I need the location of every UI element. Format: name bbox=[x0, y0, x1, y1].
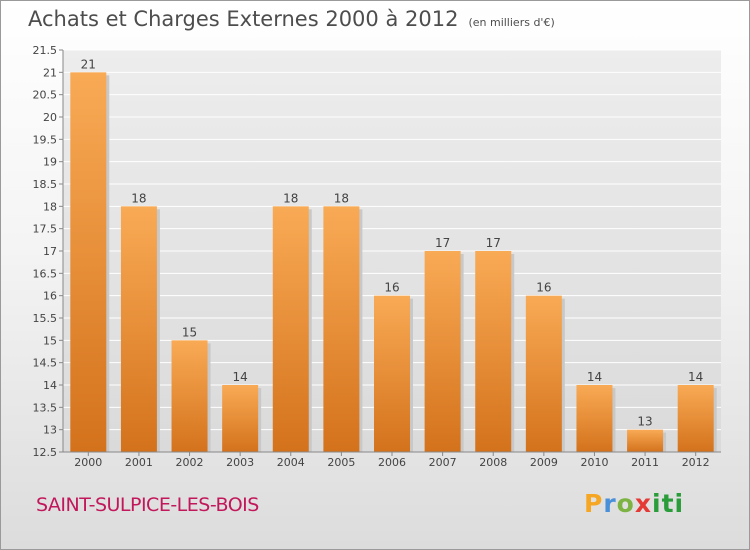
x-tick-label: 2002 bbox=[176, 456, 204, 469]
bar-2011 bbox=[627, 429, 664, 452]
data-label: 18 bbox=[283, 191, 298, 205]
bar-2006 bbox=[374, 295, 410, 452]
y-tick-label: 18 bbox=[43, 200, 57, 213]
bar-2010 bbox=[576, 385, 613, 452]
y-tick-label: 21 bbox=[43, 66, 57, 79]
data-label: 16 bbox=[536, 281, 551, 295]
x-tick-label: 2007 bbox=[429, 456, 457, 469]
data-label: 14 bbox=[233, 370, 248, 384]
bar-2009 bbox=[525, 295, 562, 452]
bar-2000 bbox=[70, 72, 107, 452]
data-label: 14 bbox=[688, 370, 703, 384]
y-tick-label: 18.5 bbox=[33, 178, 58, 191]
x-tick-label: 2005 bbox=[327, 456, 355, 469]
y-tick-label: 20.5 bbox=[33, 89, 58, 102]
x-tick-label: 2011 bbox=[631, 456, 659, 469]
x-tick-label: 2006 bbox=[378, 456, 406, 469]
y-tick-label: 16 bbox=[43, 290, 57, 303]
y-tick-label: 16.5 bbox=[33, 267, 58, 280]
x-tick-label: 2004 bbox=[277, 456, 305, 469]
bar-2004 bbox=[272, 206, 309, 452]
x-tick-label: 2000 bbox=[74, 456, 102, 469]
x-tick-label: 2008 bbox=[479, 456, 507, 469]
y-tick-label: 17.5 bbox=[33, 223, 58, 236]
data-label: 18 bbox=[334, 191, 349, 205]
chart-title: Achats et Charges Externes 2000 à 2012 (e… bbox=[28, 7, 555, 31]
proxiti-logo: Proxiti bbox=[584, 489, 685, 518]
bar-2005 bbox=[323, 206, 360, 452]
y-tick-label: 15.5 bbox=[33, 312, 58, 325]
bar-2007 bbox=[424, 251, 461, 452]
data-label: 16 bbox=[384, 281, 399, 295]
y-tick-label: 20 bbox=[43, 111, 57, 124]
y-tick-label: 14 bbox=[43, 379, 57, 392]
data-label: 15 bbox=[182, 325, 197, 339]
y-tick-label: 19 bbox=[43, 156, 57, 169]
x-tick-label: 2009 bbox=[530, 456, 558, 469]
bar-2002 bbox=[171, 340, 208, 452]
y-tick-label: 19.5 bbox=[33, 133, 58, 146]
data-label: 21 bbox=[81, 57, 96, 71]
data-label: 14 bbox=[587, 370, 602, 384]
y-tick-label: 14.5 bbox=[33, 357, 58, 370]
y-tick-label: 15 bbox=[43, 334, 57, 347]
bar-2003 bbox=[222, 385, 259, 452]
data-label: 17 bbox=[486, 236, 501, 250]
x-tick-label: 2012 bbox=[682, 456, 710, 469]
bar-2012 bbox=[677, 385, 714, 452]
data-label: 18 bbox=[131, 191, 146, 205]
y-tick-label: 12.5 bbox=[33, 446, 58, 459]
x-tick-label: 2003 bbox=[226, 456, 254, 469]
bar-2008 bbox=[475, 251, 512, 452]
x-tick-label: 2001 bbox=[125, 456, 153, 469]
commune-name: SAINT-SULPICE-LES-BOIS bbox=[36, 494, 259, 516]
bar-2001 bbox=[120, 206, 157, 452]
y-tick-label: 13.5 bbox=[33, 401, 58, 414]
y-tick-label: 21.5 bbox=[33, 44, 58, 57]
y-tick-label: 13 bbox=[43, 424, 57, 437]
data-label: 13 bbox=[637, 415, 652, 429]
y-tick-label: 17 bbox=[43, 245, 57, 258]
data-label: 17 bbox=[435, 236, 450, 250]
x-tick-label: 2010 bbox=[580, 456, 608, 469]
chart-subtitle: (en milliers d'€) bbox=[468, 16, 555, 29]
